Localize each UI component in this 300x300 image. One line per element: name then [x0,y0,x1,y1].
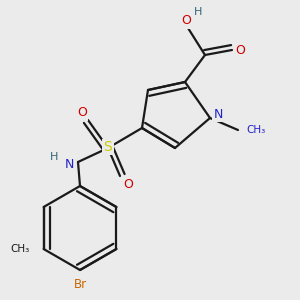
Text: H: H [194,7,202,17]
Text: CH₃: CH₃ [246,125,265,135]
Text: N: N [64,158,74,170]
Text: Br: Br [74,278,87,290]
Text: O: O [235,44,245,56]
Text: CH₃: CH₃ [11,244,30,254]
Text: N: N [213,107,223,121]
Text: O: O [123,178,133,190]
Text: O: O [181,14,191,28]
Text: O: O [77,106,87,119]
Text: S: S [103,140,112,154]
Text: H: H [50,152,58,162]
